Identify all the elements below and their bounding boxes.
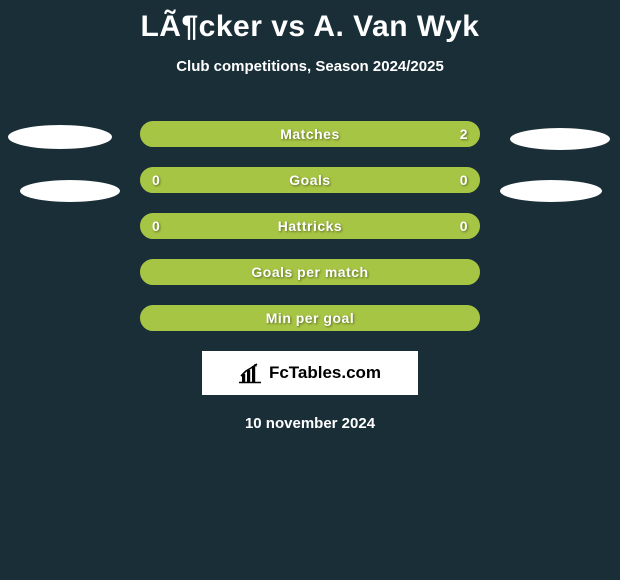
stat-row-hattricks: 0 Hattricks 0 xyxy=(140,213,480,239)
player-left-ellipse-2 xyxy=(20,180,120,202)
stat-label: Goals xyxy=(289,172,330,188)
stat-row-min-per-goal: Min per goal xyxy=(140,305,480,331)
stat-label: Hattricks xyxy=(278,218,342,234)
player-right-ellipse-1 xyxy=(510,128,610,150)
page-title: LÃ¶cker vs A. Van Wyk xyxy=(0,0,620,44)
player-left-ellipse-1 xyxy=(8,125,112,149)
stat-value-left: 0 xyxy=(152,218,160,234)
stat-value-right: 0 xyxy=(460,172,468,188)
stat-label: Min per goal xyxy=(266,310,354,326)
player-right-ellipse-2 xyxy=(500,180,602,202)
stat-value-left: 0 xyxy=(152,172,160,188)
stat-value-right: 0 xyxy=(460,218,468,234)
fctables-logo-text: FcTables.com xyxy=(269,363,381,383)
stat-value-right: 2 xyxy=(460,126,468,142)
date-label: 10 november 2024 xyxy=(0,415,620,432)
stats-container: Matches 2 0 Goals 0 0 Hattricks 0 Goals … xyxy=(0,121,620,331)
stat-label: Matches xyxy=(280,126,340,142)
stat-row-goals: 0 Goals 0 xyxy=(140,167,480,193)
chart-icon xyxy=(239,362,263,384)
fctables-logo-box[interactable]: FcTables.com xyxy=(202,351,418,395)
stat-label: Goals per match xyxy=(251,264,368,280)
season-subtitle: Club competitions, Season 2024/2025 xyxy=(0,58,620,75)
stat-row-matches: Matches 2 xyxy=(140,121,480,147)
stat-row-goals-per-match: Goals per match xyxy=(140,259,480,285)
